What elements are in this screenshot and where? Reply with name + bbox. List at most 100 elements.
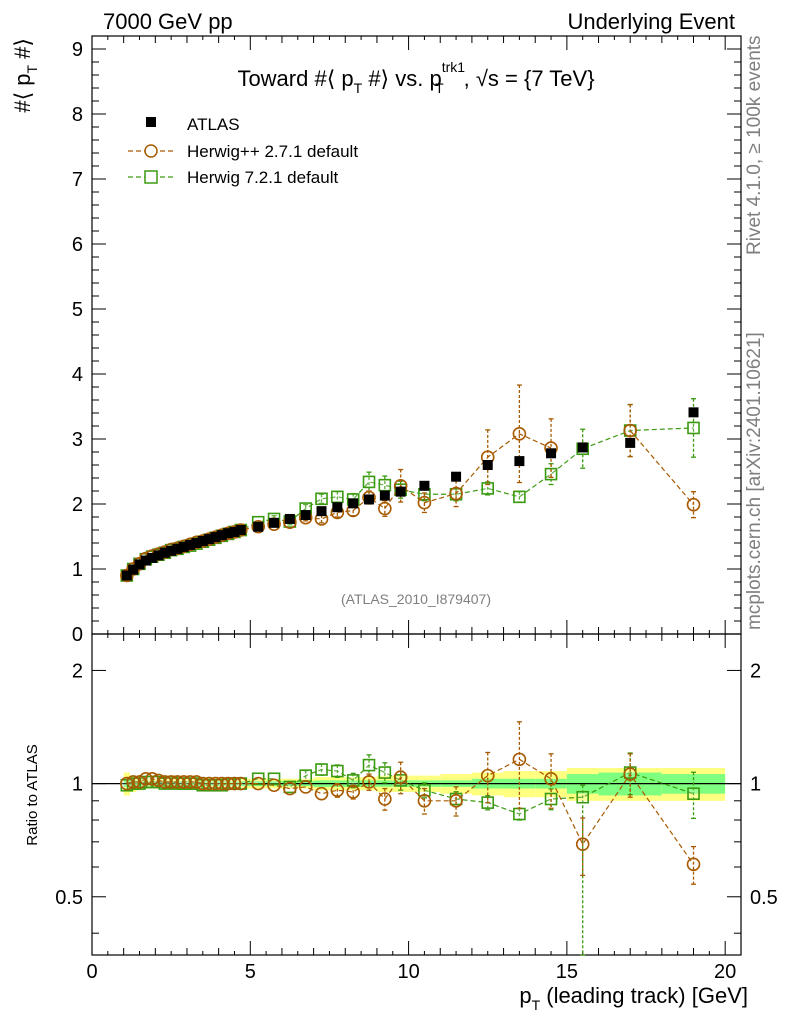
herwigpp-point [623,423,637,438]
atlas-point [419,480,430,491]
lower-plot-frame [91,633,742,956]
header-left: 7000 GeV pp [103,9,233,34]
atlas-point [229,526,240,537]
herwigpp-point [686,497,701,512]
atlas-point [134,559,145,570]
herwigpp-point [251,519,266,534]
herwigpp-ratio-point [393,770,408,784]
legend-label-herwig7: Herwig 7.2.1 default [187,168,338,187]
herwig7-point [362,475,376,489]
atlas-point [204,534,215,545]
atlas-point [178,541,189,552]
herwigpp-ratio-point [346,785,360,799]
upper-y-tick-label: 9 [72,39,83,61]
atlas-point [379,490,390,501]
atlas-point [140,555,151,566]
herwig7-ratio-point [346,774,360,787]
upper-y-tick-label: 3 [72,429,83,451]
herwigpp-ratio-point [480,768,495,783]
herwig7-ratio-point [513,807,526,821]
atlas-point [514,456,525,467]
atlas-point [300,510,311,521]
atlas-point [577,442,588,453]
lower-y-tick-label-right: 0.5 [750,887,778,909]
herwig7-ratio-point [299,769,312,782]
herwigpp-line [629,430,694,506]
atlas-point [253,521,264,532]
herwig7-ratio-point [687,787,700,801]
lower-y-tick-label-right: 2 [750,660,761,682]
atlas-point [235,525,246,535]
herwigpp-ratio-point [145,771,159,786]
atlas-point [197,536,208,547]
herwigpp-ratio-point [378,792,392,806]
herwigpp-ratio-point [575,837,590,851]
atlas-point [395,486,406,497]
herwigpp-ratio-point [233,776,248,791]
atlas-point [166,545,177,556]
herwig7-line [126,427,694,576]
upper-panel-data [120,384,701,583]
herwigpp-ratio-point [132,775,147,789]
herwig7-ratio-point [315,763,328,776]
atlas-point [348,498,359,509]
herwig7-ratio-point [378,766,392,779]
legend-marker-atlas [146,117,156,127]
mcplots-reference-label: mcplots.cern.ch [arXiv:2401.10621] [744,332,765,630]
herwigpp-ratio-point [686,857,701,872]
x-tick-label: 0 [86,961,97,983]
herwig7-ratio-point [331,764,344,778]
x-axis-label: pT (leading track) [GeV] [519,983,748,1013]
upper-y-tick-label: 0 [72,624,83,646]
atlas-point [546,448,557,459]
lower-y-tick-label: 2 [72,660,83,682]
herwig7-point [331,490,344,504]
upper-y-axis-label: #⟨ pT #⟩ [10,38,40,113]
atlas-point [625,437,636,448]
atlas-point [284,513,295,524]
lower-y-axis-label: Ratio to ATLAS [24,744,41,845]
upper-y-tick-label: 4 [72,364,83,386]
herwigpp-ratio-point [126,775,140,789]
herwigpp-point [417,495,432,510]
legend-marker-herwigpp [144,144,158,158]
legend-marker-herwig7 [144,170,158,184]
lower-y-tick-label: 1 [72,774,83,796]
atlas-point [482,460,493,470]
herwigpp-ratio-point [183,775,197,789]
atlas-point [332,502,343,513]
herwigpp-ratio-point [544,771,558,786]
atlas-point [269,517,280,528]
herwigpp-ratio-point [330,783,345,798]
herwig7-point [513,490,526,504]
analysis-id-label: (ATLAS_2010_I879407) [341,591,491,607]
atlas-point [316,506,327,517]
x-tick-label: 15 [556,961,578,983]
atlas-point [185,539,196,550]
atlas-point [223,528,234,539]
herwig7-ratio-point [576,790,590,804]
x-tick-label: 20 [714,961,736,983]
herwigpp-ratio-point [362,775,376,789]
herwig7-point [315,492,328,506]
herwigpp-ratio-point [417,794,432,808]
herwigpp-ratio-point [283,781,297,796]
x-tick-label: 5 [245,961,256,983]
herwigpp-ratio-point [512,752,527,767]
header-right: Underlying Event [567,9,735,34]
lower-y-tick-label: 0.5 [55,887,83,909]
herwig7-point [687,421,700,435]
herwigpp-point [449,486,463,501]
legend: ATLAS Herwig++ 2.7.1 default Herwig 7.2.… [128,115,358,187]
upper-y-tick-label: 5 [72,299,83,321]
herwigpp-ratio-point [298,780,313,794]
atlas-point [364,494,375,505]
legend-label-herwigpp: Herwig++ 2.7.1 default [187,142,358,161]
rivet-version-label: Rivet 4.1.0, ≥ 100k events [744,35,765,255]
upper-y-tick-label: 6 [72,234,83,256]
herwigpp-point [512,426,527,441]
herwig7-ratio-point [251,772,265,786]
herwigpp-ratio-point [151,773,166,788]
atlas-point [172,543,183,554]
